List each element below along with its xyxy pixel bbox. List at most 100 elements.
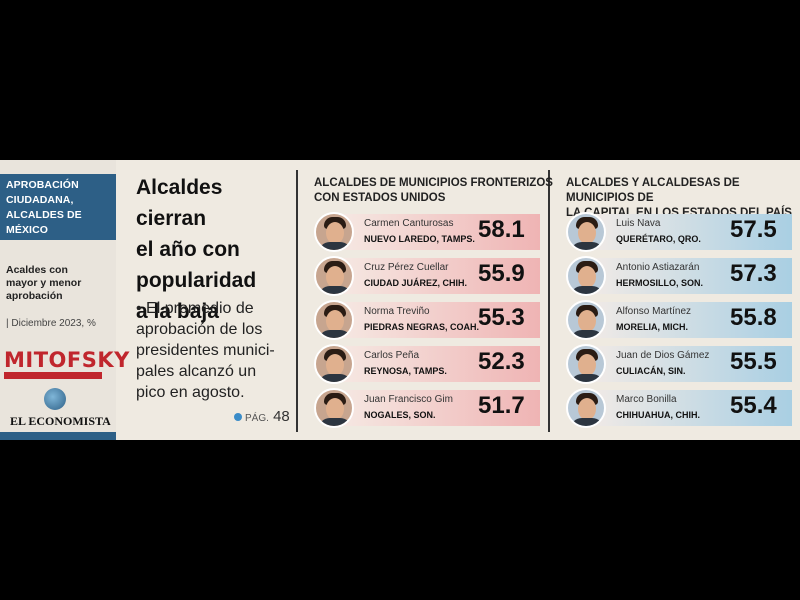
border-section-title: ALCALDES DE MUNICIPIOS FRONTERIZOS CON E… bbox=[314, 176, 553, 206]
mayor-city: NOGALES, SON. bbox=[364, 410, 436, 420]
photo-suit bbox=[570, 418, 604, 426]
approval-value: 57.5 bbox=[730, 216, 777, 243]
mitofsky-logo-bar bbox=[4, 372, 102, 379]
mayor-row: Juan Francisco Gim NOGALES, SON. 51.7 bbox=[314, 388, 540, 428]
photo-face bbox=[578, 354, 596, 376]
section-title-line: ALCALDES DE MUNICIPIOS FRONTERIZOS bbox=[314, 177, 553, 189]
mayor-name: Antonio Astiazarán bbox=[616, 262, 700, 273]
page-reference[interactable]: PÁG. 48 bbox=[234, 408, 290, 425]
approval-value: 55.5 bbox=[730, 348, 777, 375]
mayor-name: Juan Francisco Gim bbox=[364, 394, 453, 405]
photo-suit bbox=[570, 286, 604, 294]
infographic-strip: APROBACIÓN CIUDADANA, ALCALDES DE MÉXICO… bbox=[0, 160, 800, 440]
mayor-name: Norma Treviño bbox=[364, 306, 430, 317]
bullet-line: aprobación de los bbox=[136, 321, 263, 338]
mayor-city: MORELIA, MICH. bbox=[616, 322, 688, 332]
mayor-photo bbox=[566, 300, 606, 340]
approval-value: 55.4 bbox=[730, 392, 777, 419]
mayor-photo bbox=[566, 212, 606, 252]
panel-title: APROBACIÓN CIUDADANA, ALCALDES DE MÉXICO bbox=[6, 178, 114, 238]
photo-face bbox=[326, 222, 344, 244]
photo-suit bbox=[318, 242, 352, 250]
photo-face bbox=[326, 354, 344, 376]
bullet-text: • El promedio de aprobación de los presi… bbox=[136, 298, 296, 403]
approval-bar bbox=[324, 302, 540, 338]
page-number: 48 bbox=[273, 408, 290, 425]
approval-bar bbox=[576, 258, 792, 294]
panel-date: | Diciembre 2023, % bbox=[6, 318, 96, 329]
approval-value: 55.8 bbox=[730, 304, 777, 331]
approval-bar bbox=[324, 346, 540, 382]
approval-value: 58.1 bbox=[478, 216, 525, 243]
mayor-city: HERMOSILLO, SON. bbox=[616, 278, 704, 288]
photo-face bbox=[326, 310, 344, 332]
mayor-photo bbox=[314, 300, 354, 340]
photo-suit bbox=[318, 286, 352, 294]
bullet-line: presidentes munici- bbox=[136, 342, 275, 359]
photo-suit bbox=[318, 374, 352, 382]
headline: Alcaldes cierran el año con popularidad … bbox=[136, 172, 296, 327]
panel-subtitle-line: Acaldes con bbox=[6, 264, 68, 276]
el-economista-logo: EL ECONOMISTA bbox=[10, 414, 111, 428]
mayor-city: QUERÉTARO, QRO. bbox=[616, 234, 701, 244]
approval-bar bbox=[324, 258, 540, 294]
panel-title-line: ALCALDES DE bbox=[6, 209, 82, 221]
photo-suit bbox=[570, 374, 604, 382]
approval-bar bbox=[324, 390, 540, 426]
mayor-city: CIUDAD JUÁREZ, CHIH. bbox=[364, 278, 468, 288]
photo-face bbox=[578, 398, 596, 420]
bullet-line: pico en agosto. bbox=[136, 384, 245, 401]
headline-line: a la baja bbox=[136, 300, 219, 323]
mayor-photo bbox=[314, 388, 354, 428]
mayor-city: PIEDRAS NEGRAS, COAH. bbox=[364, 322, 480, 332]
approval-bar bbox=[576, 346, 792, 382]
photo-suit bbox=[570, 330, 604, 338]
approval-value: 52.3 bbox=[478, 348, 525, 375]
panel-bottom-bar bbox=[0, 432, 116, 440]
mayor-row: Alfonso Martínez MORELIA, MICH. 55.8 bbox=[566, 300, 792, 340]
globe-icon bbox=[44, 388, 66, 410]
mayor-photo bbox=[314, 212, 354, 252]
panel-title-line: CIUDADANA, bbox=[6, 194, 74, 206]
mayor-photo bbox=[314, 256, 354, 296]
mayor-name: Luis Nava bbox=[616, 218, 661, 229]
photo-face bbox=[578, 266, 596, 288]
mayor-name: Carmen Canturosas bbox=[364, 218, 454, 229]
column-divider bbox=[296, 170, 298, 432]
panel-header: APROBACIÓN CIUDADANA, ALCALDES DE MÉXICO bbox=[0, 174, 116, 240]
approval-bar bbox=[576, 302, 792, 338]
mayor-city: CULIACÁN, SIN. bbox=[616, 366, 686, 376]
photo-face bbox=[578, 222, 596, 244]
mayor-row: Marco Bonilla CHIHUAHUA, CHIH. 55.4 bbox=[566, 388, 792, 428]
approval-bar bbox=[576, 214, 792, 250]
mitofsky-logo: MITOFSKY bbox=[4, 348, 130, 372]
mayor-name: Juan de Dios Gámez bbox=[616, 350, 710, 361]
headline-line: popularidad bbox=[136, 269, 257, 292]
bullet-line: pales alcanzó un bbox=[136, 363, 257, 380]
mayor-row: Carmen Canturosas NUEVO LAREDO, TAMPS. 58.… bbox=[314, 212, 540, 252]
approval-value: 51.7 bbox=[478, 392, 525, 419]
approval-value: 57.3 bbox=[730, 260, 777, 287]
mayor-photo bbox=[314, 344, 354, 384]
mayor-city: REYNOSA, TAMPS. bbox=[364, 366, 447, 376]
mayor-name: Cruz Pérez Cuellar bbox=[364, 262, 449, 273]
photo-face bbox=[578, 310, 596, 332]
headline-line: Alcaldes cierran bbox=[136, 176, 223, 230]
mayor-city: CHIHUAHUA, CHIH. bbox=[616, 410, 700, 420]
headline-line: el año con bbox=[136, 238, 240, 261]
mayor-name: Alfonso Martínez bbox=[616, 306, 692, 317]
mayor-row: Norma Treviño PIEDRAS NEGRAS, COAH. 55.3 bbox=[314, 300, 540, 340]
panel-subtitle-line: aprobación bbox=[6, 290, 63, 302]
column-divider bbox=[548, 170, 550, 432]
section-title-line: ALCALDES Y ALCALDESAS DE MUNICIPIOS DE bbox=[566, 177, 740, 204]
page-label: PÁG. bbox=[245, 413, 269, 424]
approval-value: 55.3 bbox=[478, 304, 525, 331]
mayor-photo bbox=[566, 344, 606, 384]
section-title-line: CON ESTADOS UNIDOS bbox=[314, 192, 446, 204]
panel-title-line: APROBACIÓN bbox=[6, 179, 79, 191]
photo-suit bbox=[318, 330, 352, 338]
mayor-row: Carlos Peña REYNOSA, TAMPS. 52.3 bbox=[314, 344, 540, 384]
mayor-row: Antonio Astiazarán HERMOSILLO, SON. 57.3 bbox=[566, 256, 792, 296]
photo-face bbox=[326, 266, 344, 288]
mayor-row: Juan de Dios Gámez CULIACÁN, SIN. 55.5 bbox=[566, 344, 792, 384]
